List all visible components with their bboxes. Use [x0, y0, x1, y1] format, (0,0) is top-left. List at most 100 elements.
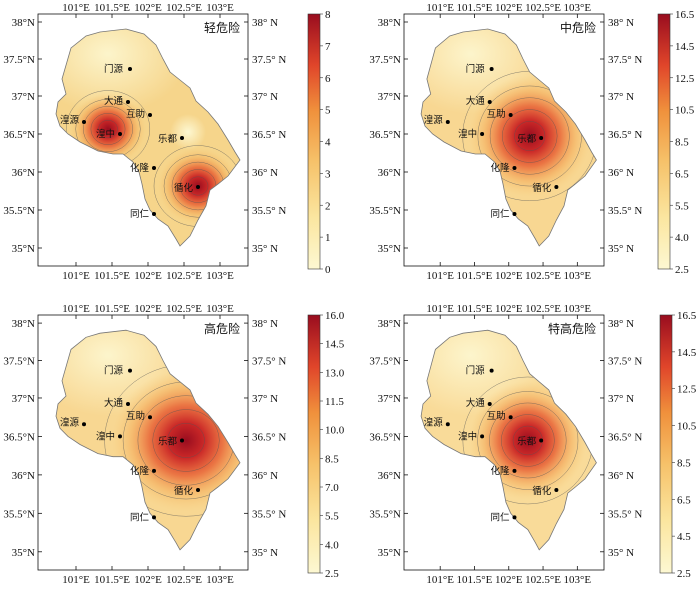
- lon-tick-bottom: 103°E: [206, 574, 234, 586]
- lon-tick-top: 102°E: [495, 2, 523, 14]
- colorbar-tick-label: 4: [325, 137, 331, 149]
- city-marker: [152, 468, 156, 473]
- city-label: 循化: [174, 485, 194, 497]
- city-marker: [128, 67, 132, 71]
- lon-tick-bottom: 103°E: [206, 270, 234, 282]
- city-label: 大通: [104, 95, 124, 107]
- city-marker: [128, 368, 132, 373]
- contour-line: [502, 109, 558, 163]
- colorbar-tick-label: 0: [325, 264, 331, 276]
- lat-tick-left: 35°N: [12, 547, 35, 559]
- risk-surface: [56, 29, 240, 246]
- lon-tick-top: 102.5°E: [166, 303, 202, 315]
- lon-tick-bottom: 103°E: [564, 270, 592, 282]
- map-frame: [403, 13, 605, 267]
- colorbar-tick-label: 6.5: [677, 494, 691, 506]
- lon-tick-top: 101.5°E: [94, 303, 130, 315]
- lat-tick-right: 36° N: [252, 470, 278, 482]
- lon-tick-top: 102°E: [134, 303, 162, 315]
- colorbar-tick-label: 1: [325, 232, 331, 244]
- lat-tick-left: 37°N: [12, 91, 35, 103]
- city-marker: [480, 132, 485, 136]
- colorbar-tick-label: 4.5: [677, 531, 691, 543]
- lat-tick-left: 36°N: [12, 167, 35, 179]
- lat-tick-left: 36°N: [378, 470, 401, 482]
- city-label: 湟中: [458, 128, 477, 140]
- contour-line: [500, 414, 555, 467]
- colorbar-tick-label: 4.0: [675, 232, 689, 244]
- city-marker: [554, 185, 559, 189]
- city-marker: [539, 438, 544, 443]
- city-marker: [512, 468, 517, 473]
- map-panel-2: 101°E101°E101.5°E101.5°E102°E102°E102.5°…: [369, 2, 695, 282]
- lon-tick-top: 102.5°E: [525, 2, 561, 14]
- lon-tick-top: 101°E: [62, 2, 90, 14]
- lat-tick-right: 36° N: [252, 167, 278, 179]
- lat-tick-right: 37.5° N: [252, 356, 286, 368]
- lat-tick-right: 36.5° N: [252, 129, 286, 141]
- city-marker: [82, 422, 86, 427]
- lat-tick-left: 35°N: [12, 243, 35, 255]
- colorbar-tick-label: 14.5: [675, 41, 695, 53]
- city-label: 互助: [487, 410, 506, 422]
- lat-tick-right: 36° N: [608, 167, 634, 179]
- lat-tick-right: 35° N: [608, 243, 634, 255]
- city-label: 同仁: [130, 208, 150, 220]
- lon-tick-top: 102°E: [134, 2, 162, 14]
- city-marker: [152, 515, 156, 520]
- city-label: 湟源: [424, 114, 444, 126]
- map-panel-3: 101°E 101°E 101.5°E 101.5°E 102°E 102°E 102.5°…: [3, 303, 344, 586]
- lat-tick-right: 38° N: [252, 318, 278, 330]
- city-label: 大通: [466, 397, 486, 409]
- city-marker: [487, 100, 492, 104]
- contour-line: [83, 106, 133, 152]
- lat-tick-left: 35°N: [378, 243, 401, 255]
- region-boundary: [420, 28, 597, 247]
- map-panel-1: 101°E 101°E 101.5°E 101.5°E 102°E 102°E 102.5°…: [3, 2, 331, 282]
- lat-tick-left: 37°N: [12, 393, 35, 405]
- lat-tick-right: 36° N: [608, 470, 634, 482]
- colorbar-tick-label: 10.5: [677, 421, 697, 433]
- region-boundary: [420, 329, 597, 551]
- city-marker: [126, 100, 130, 104]
- lon-tick-bottom: 101°E: [62, 574, 90, 586]
- city-label: 同仁: [490, 208, 510, 220]
- lat-tick-right: 35° N: [252, 243, 278, 255]
- lat-tick-left: 38°N: [12, 17, 35, 29]
- lat-tick-left: 38°N: [12, 318, 35, 330]
- lon-tick-top: 103°E: [206, 2, 234, 14]
- lon-tick-top: 102.5°E: [525, 303, 561, 315]
- city-label: 大通: [104, 397, 124, 409]
- lat-tick-left: 38°N: [378, 318, 401, 330]
- city-label: 湟中: [96, 128, 115, 140]
- city-marker: [152, 166, 156, 170]
- contour-line: [489, 97, 570, 175]
- colorbar: 0 1 2 3 4 5 6 7 8: [307, 9, 331, 276]
- lon-tick-top: 103°E: [564, 303, 592, 315]
- colorbar-tick-label: 6: [325, 73, 331, 85]
- lon-tick-top: 101.5°E: [457, 2, 493, 14]
- lon-tick-bottom: 101°E: [426, 270, 454, 282]
- city-marker: [148, 113, 152, 117]
- lon-tick-bottom: 102°E: [134, 270, 162, 282]
- city-label: 乐都: [158, 133, 178, 145]
- lon-tick-top: 101°E: [426, 2, 454, 14]
- city-marker: [539, 136, 544, 140]
- lat-tick-right: 35° N: [608, 547, 634, 559]
- lon-tick-bottom: 103°E: [564, 574, 592, 586]
- lat-tick-right: 36.5° N: [252, 431, 286, 443]
- panel-title: 高危险: [204, 321, 240, 336]
- lat-tick-left: 37.5°N: [369, 356, 401, 368]
- city-label: 大通: [466, 95, 486, 107]
- city-marker: [512, 166, 517, 170]
- lat-tick-left: 36.5°N: [369, 431, 401, 443]
- lon-tick-top: 101.5°E: [457, 303, 493, 315]
- lat-tick-right: 37° N: [608, 393, 634, 405]
- lat-tick-left: 35.5°N: [369, 205, 401, 217]
- lat-tick-left: 36.5°N: [369, 129, 401, 141]
- colorbar-tick-label: 14.5: [677, 347, 697, 359]
- panel-title: 中危险: [560, 20, 596, 35]
- city-marker: [82, 120, 86, 124]
- colorbar-tick-label: 8: [325, 9, 331, 21]
